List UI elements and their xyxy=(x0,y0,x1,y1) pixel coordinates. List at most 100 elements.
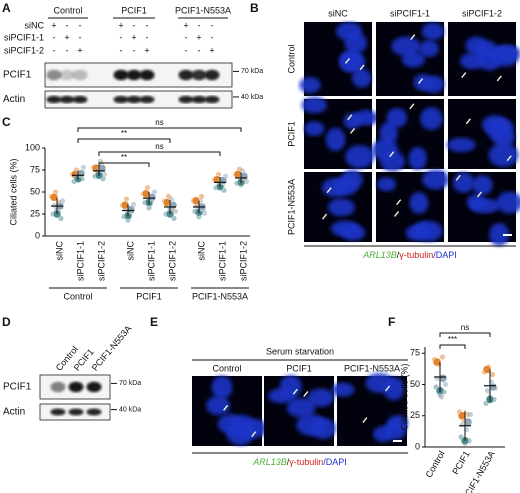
nuclei xyxy=(299,22,372,94)
nucleus xyxy=(365,372,394,393)
y-axis-label: Ciliated cells (%) xyxy=(8,158,18,225)
replicate-mean xyxy=(482,365,492,374)
sign: + xyxy=(144,45,149,55)
cilium xyxy=(251,431,257,438)
cilium xyxy=(326,187,332,194)
cell-point xyxy=(80,164,87,170)
cilium xyxy=(292,388,298,395)
blot-band xyxy=(46,69,62,81)
sign: - xyxy=(211,32,214,42)
cilium xyxy=(389,151,395,158)
x-tick-label: siNC xyxy=(196,241,206,261)
replicate-mean xyxy=(432,357,442,367)
cell-point xyxy=(467,411,474,418)
sign: - xyxy=(198,45,201,55)
sign: - xyxy=(211,20,214,30)
y-tick-label: 0 xyxy=(415,441,420,451)
caption: ARL13B/γ-tubulin/DAPI xyxy=(362,250,457,260)
blot-band xyxy=(68,381,84,393)
cilium xyxy=(362,417,368,424)
y-tick-label: 50 xyxy=(30,186,40,196)
nucleus xyxy=(489,222,510,247)
nucleus xyxy=(226,421,255,446)
y-tick-label: 0 xyxy=(35,230,40,240)
cell-point xyxy=(438,394,445,400)
sign: - xyxy=(120,45,123,55)
scale-bar xyxy=(503,234,512,236)
group-header: PCIF1-N553A xyxy=(175,5,231,15)
nucleus xyxy=(304,121,325,136)
nucleus xyxy=(409,192,429,214)
y-tick-label: 25 xyxy=(30,208,40,218)
blot-label: PCIF1 xyxy=(3,70,32,81)
cell-point xyxy=(484,388,491,394)
x-tick-label: siPCIF1-1 xyxy=(75,241,85,281)
nucleus xyxy=(211,375,233,399)
y-tick-label: 100 xyxy=(25,142,40,152)
blot-band xyxy=(72,95,88,104)
cilium xyxy=(303,391,309,397)
cilium xyxy=(455,174,461,181)
group-label: Control xyxy=(63,291,92,301)
nucleus xyxy=(286,397,316,418)
blot-band xyxy=(204,69,220,81)
blot-band xyxy=(191,95,207,104)
blot-label: Actin xyxy=(3,94,25,105)
cilium xyxy=(476,191,483,198)
sign: - xyxy=(53,45,56,55)
nucleus xyxy=(371,139,399,161)
caption: ARL13B/γ-tubulin/DAPI xyxy=(252,457,347,467)
nuclei xyxy=(322,169,366,241)
caption-part: γ-tubulin xyxy=(399,250,433,260)
sign: + xyxy=(64,32,69,42)
blot-band xyxy=(204,95,220,104)
sign: + xyxy=(77,45,82,55)
blot-band xyxy=(86,408,102,416)
cilium xyxy=(385,385,391,392)
caption-part: / xyxy=(397,250,400,260)
blot-band xyxy=(139,95,155,104)
x-tick-label: siNC xyxy=(125,241,135,261)
significance-bracket xyxy=(439,332,491,337)
nucleus xyxy=(496,191,520,214)
replicate-mean xyxy=(457,411,467,420)
sign: - xyxy=(198,20,201,30)
blot-band xyxy=(113,95,129,104)
replicate-mean xyxy=(191,196,201,206)
replicate-mean xyxy=(97,163,107,173)
sign: - xyxy=(185,45,188,55)
blot-band xyxy=(68,408,84,416)
panel-label: B xyxy=(250,1,259,15)
condition-label: Serum starvation xyxy=(266,346,334,356)
cell-point xyxy=(442,381,449,388)
group-header: Control xyxy=(53,5,82,15)
nucleus xyxy=(493,44,520,61)
blot-band xyxy=(86,381,102,393)
nuclei xyxy=(376,169,450,242)
nucleus xyxy=(418,40,439,58)
y-tick-label: 50 xyxy=(410,379,420,389)
nucleus xyxy=(446,137,476,153)
replicate-mean xyxy=(49,193,59,202)
nucleus xyxy=(475,40,498,59)
blot-band xyxy=(46,95,62,104)
row-label: PCIF1 xyxy=(286,121,296,147)
nucleus xyxy=(299,77,321,94)
caption-part: ARL13B xyxy=(362,250,397,260)
significance-bracket xyxy=(98,162,150,167)
sign: + xyxy=(196,32,201,42)
nuclei xyxy=(268,375,336,439)
cell-point xyxy=(198,193,205,199)
cilium xyxy=(496,75,502,82)
nucleus xyxy=(341,224,366,241)
sign: + xyxy=(118,20,123,30)
nuclei xyxy=(206,375,267,446)
nucleus xyxy=(268,388,296,404)
blot-band xyxy=(178,69,194,81)
row-label: PCIF1-N553A xyxy=(286,179,296,235)
caption-part: γ-tubulin xyxy=(289,457,323,467)
row-label: siPCIF1-2 xyxy=(4,45,44,55)
cell-point xyxy=(123,196,130,202)
sign: - xyxy=(120,32,123,42)
nucleus xyxy=(373,426,394,443)
